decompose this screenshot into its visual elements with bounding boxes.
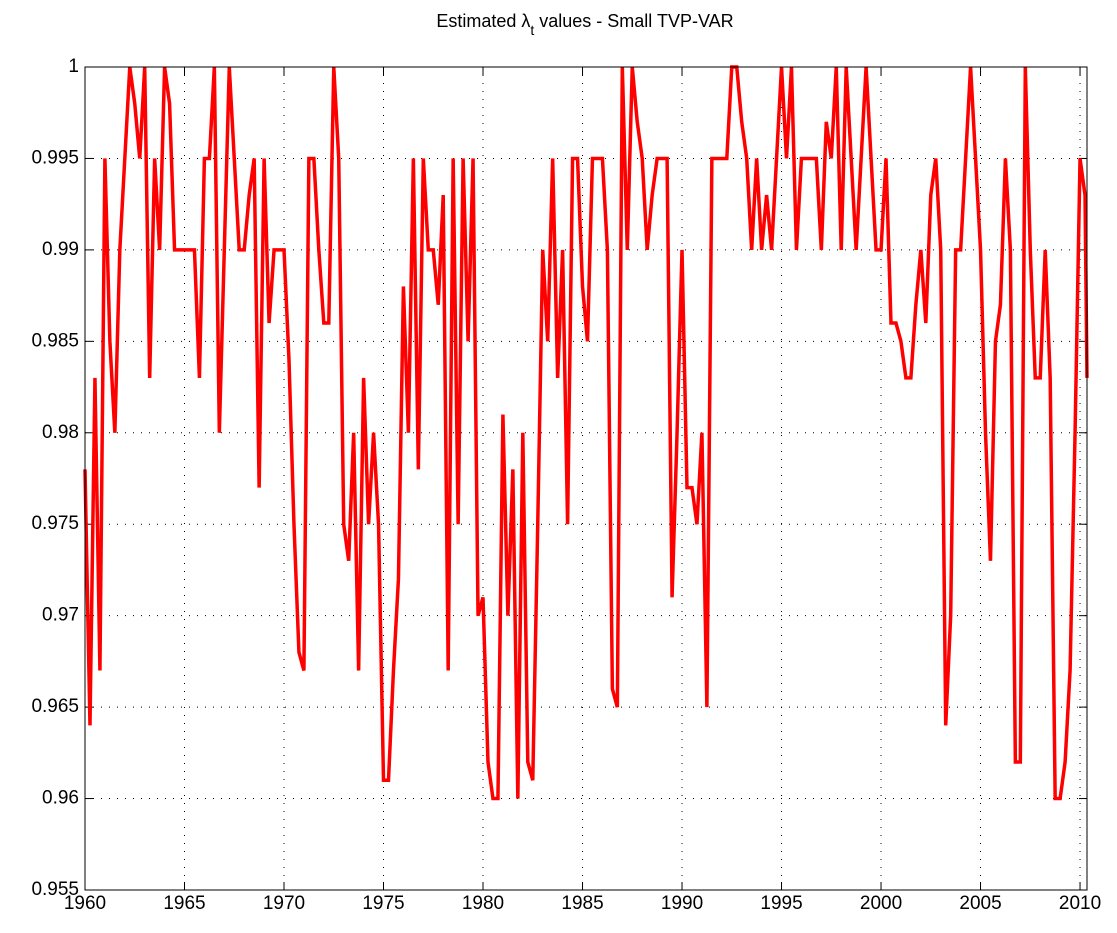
chart-title: Estimated λt values - Small TVP-VAR xyxy=(436,11,733,38)
title-text: Estimated λ xyxy=(436,11,530,31)
x-tick-label: 2005 xyxy=(959,893,1001,914)
x-tick-label: 2000 xyxy=(860,893,902,914)
y-tick-label: 1 xyxy=(68,56,79,77)
x-tick-label: 1985 xyxy=(561,893,603,914)
x-tick-label: 2010 xyxy=(1059,893,1101,914)
plot-frame xyxy=(84,66,1088,891)
y-tick-label: 0.96 xyxy=(42,788,79,809)
y-tick-label: 0.985 xyxy=(31,330,79,351)
y-tick-label: 0.975 xyxy=(31,513,79,534)
title-text: values - Small TVP-VAR xyxy=(534,11,733,31)
y-tick-label: 0.99 xyxy=(42,239,79,260)
x-tick-label: 1960 xyxy=(64,893,106,914)
x-tick-label: 1990 xyxy=(661,893,703,914)
x-tick-label: 1975 xyxy=(362,893,404,914)
x-tick-label: 1995 xyxy=(760,893,802,914)
title-subscript: t xyxy=(530,22,534,38)
y-tick-label: 0.955 xyxy=(31,879,79,900)
data-line xyxy=(83,65,1089,801)
y-tick-label: 0.995 xyxy=(31,147,79,168)
x-tick-label: 1970 xyxy=(263,893,305,914)
x-tick-label: 1980 xyxy=(462,893,504,914)
y-tick-label: 0.98 xyxy=(42,422,79,443)
x-tick-label: 1965 xyxy=(163,893,205,914)
y-tick-label: 0.97 xyxy=(42,605,79,626)
y-tick-label: 0.965 xyxy=(31,696,79,717)
